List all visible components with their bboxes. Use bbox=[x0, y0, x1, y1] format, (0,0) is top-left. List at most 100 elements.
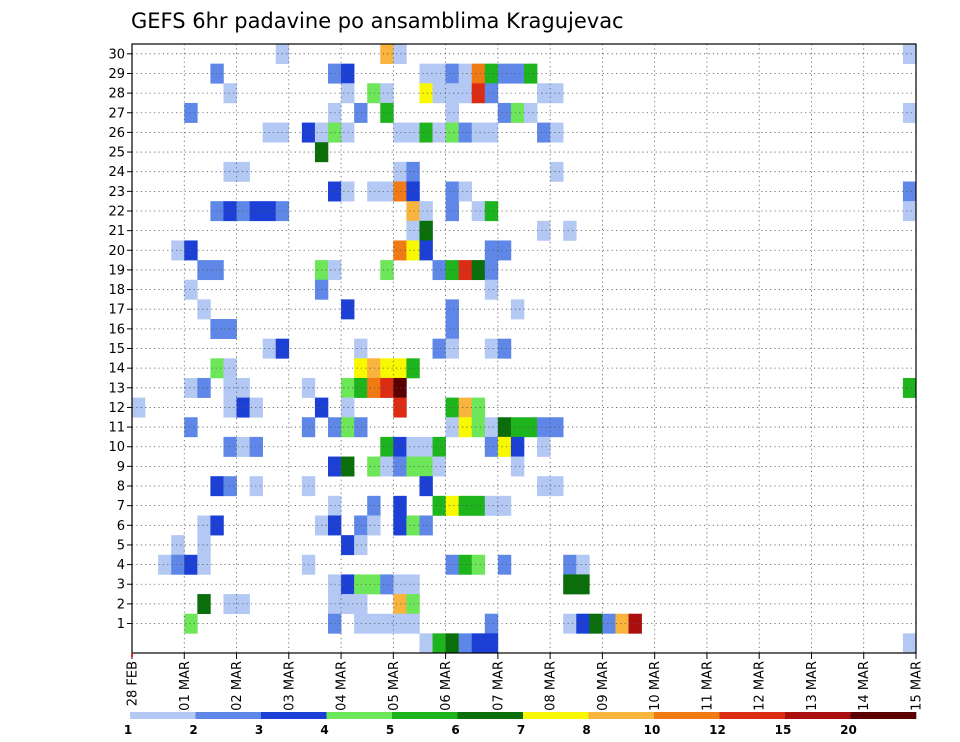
precip-cell bbox=[537, 417, 551, 438]
precip-cell bbox=[197, 554, 211, 575]
y-tick-label: 28 bbox=[108, 87, 125, 102]
precip-cell bbox=[510, 299, 525, 320]
precip-cell bbox=[393, 456, 407, 477]
x-tick-label: 04 MAR bbox=[335, 661, 350, 711]
precip-cell bbox=[445, 102, 459, 123]
precip-cell bbox=[367, 574, 381, 595]
precip-cell bbox=[524, 417, 538, 438]
y-tick-label: 7 bbox=[117, 499, 125, 514]
precip-cell bbox=[497, 63, 512, 84]
precip-cell bbox=[406, 122, 420, 143]
legend-label: 6 bbox=[451, 723, 459, 737]
precip-cell bbox=[445, 633, 459, 654]
y-tick-label: 14 bbox=[108, 362, 125, 377]
precip-cell bbox=[419, 633, 433, 654]
precip-cell bbox=[497, 338, 512, 359]
precip-cell bbox=[432, 633, 446, 654]
precip-cell bbox=[223, 397, 237, 418]
precip-cell bbox=[484, 260, 499, 281]
precip-cell bbox=[576, 613, 590, 634]
chart-title: GEFS 6hr padavine po ansamblima Kragujev… bbox=[131, 9, 624, 33]
legend-label: 12 bbox=[709, 723, 726, 737]
precip-cell bbox=[471, 260, 486, 281]
precip-cell bbox=[223, 594, 237, 615]
precip-cell bbox=[223, 358, 237, 379]
precip-cell bbox=[471, 201, 486, 222]
precip-cell bbox=[380, 456, 394, 477]
y-tick-label: 5 bbox=[117, 538, 125, 553]
precip-cell bbox=[537, 83, 551, 104]
precip-cell bbox=[419, 201, 433, 222]
precip-cell bbox=[902, 44, 917, 64]
precip-cell bbox=[393, 181, 407, 202]
precip-cell bbox=[484, 613, 499, 634]
precip-cell bbox=[406, 358, 420, 379]
precip-cell bbox=[223, 161, 237, 182]
precip-cell bbox=[902, 102, 917, 123]
precip-cell bbox=[184, 240, 198, 261]
precip-cell bbox=[393, 122, 407, 143]
x-tick-label: 02 MAR bbox=[230, 661, 245, 711]
legend-label: 20 bbox=[840, 723, 857, 737]
precip-cell bbox=[445, 181, 459, 202]
precip-cell bbox=[471, 554, 486, 575]
y-axis-ticks: 1234567891011121314151617181920212223242… bbox=[108, 47, 132, 632]
precip-cell bbox=[210, 63, 224, 84]
precip-cell bbox=[497, 554, 512, 575]
precip-cell bbox=[471, 122, 486, 143]
x-tick-label: 12 MAR bbox=[753, 661, 768, 711]
precip-cell bbox=[236, 594, 250, 615]
precip-cell bbox=[602, 613, 616, 634]
precip-cell bbox=[184, 102, 198, 123]
precip-cell bbox=[484, 240, 499, 261]
legend-label: 4 bbox=[320, 723, 328, 737]
precip-cell bbox=[210, 260, 224, 281]
legend-swatch bbox=[785, 712, 851, 719]
precip-cell bbox=[458, 181, 473, 202]
y-tick-label: 27 bbox=[108, 106, 125, 121]
precip-cell bbox=[223, 201, 237, 222]
precip-cell bbox=[367, 456, 381, 477]
precip-cell bbox=[550, 417, 564, 438]
precip-cell bbox=[380, 83, 394, 104]
precip-cell bbox=[484, 633, 499, 654]
precip-cell bbox=[406, 594, 420, 615]
precip-cell bbox=[197, 299, 211, 320]
x-tick-label: 10 MAR bbox=[648, 661, 663, 711]
precip-cell bbox=[236, 161, 250, 182]
legend-label: 15 bbox=[775, 723, 792, 737]
legend-label: 1 bbox=[124, 723, 132, 737]
legend-swatch bbox=[523, 712, 589, 719]
precip-cell bbox=[367, 83, 381, 104]
precip-cell bbox=[419, 476, 433, 497]
precip-cell bbox=[471, 495, 486, 516]
precip-cell bbox=[393, 495, 407, 516]
precip-cell bbox=[210, 319, 224, 339]
x-axis-ticks: 28 FEB 01 MAR 02 MAR 03 MAR 04 MAR 05 MAR 06 M… bbox=[126, 653, 925, 711]
precip-cell bbox=[132, 397, 146, 418]
precip-cell bbox=[393, 240, 407, 261]
precip-cell bbox=[537, 436, 551, 457]
precip-cell bbox=[510, 436, 525, 457]
y-tick-label: 3 bbox=[117, 578, 125, 593]
precip-cell bbox=[902, 377, 917, 398]
precip-cell bbox=[497, 495, 512, 516]
precip-cell bbox=[445, 83, 459, 104]
precip-cell bbox=[432, 122, 446, 143]
precip-cell bbox=[510, 63, 525, 84]
precip-cell bbox=[210, 201, 224, 222]
precip-cell bbox=[210, 476, 224, 497]
x-tick-label: 13 MAR bbox=[805, 661, 820, 711]
precip-cell bbox=[445, 417, 459, 438]
precip-cell bbox=[471, 83, 486, 104]
y-tick-label: 13 bbox=[108, 381, 125, 396]
y-tick-label: 16 bbox=[108, 322, 125, 337]
precip-cell bbox=[406, 574, 420, 595]
precip-cell bbox=[380, 44, 394, 64]
precip-cell bbox=[419, 122, 433, 143]
precip-cell bbox=[380, 181, 394, 202]
y-tick-label: 23 bbox=[108, 185, 125, 200]
precip-cell bbox=[458, 554, 473, 575]
precip-cell bbox=[484, 338, 499, 359]
precip-cell bbox=[576, 574, 590, 595]
